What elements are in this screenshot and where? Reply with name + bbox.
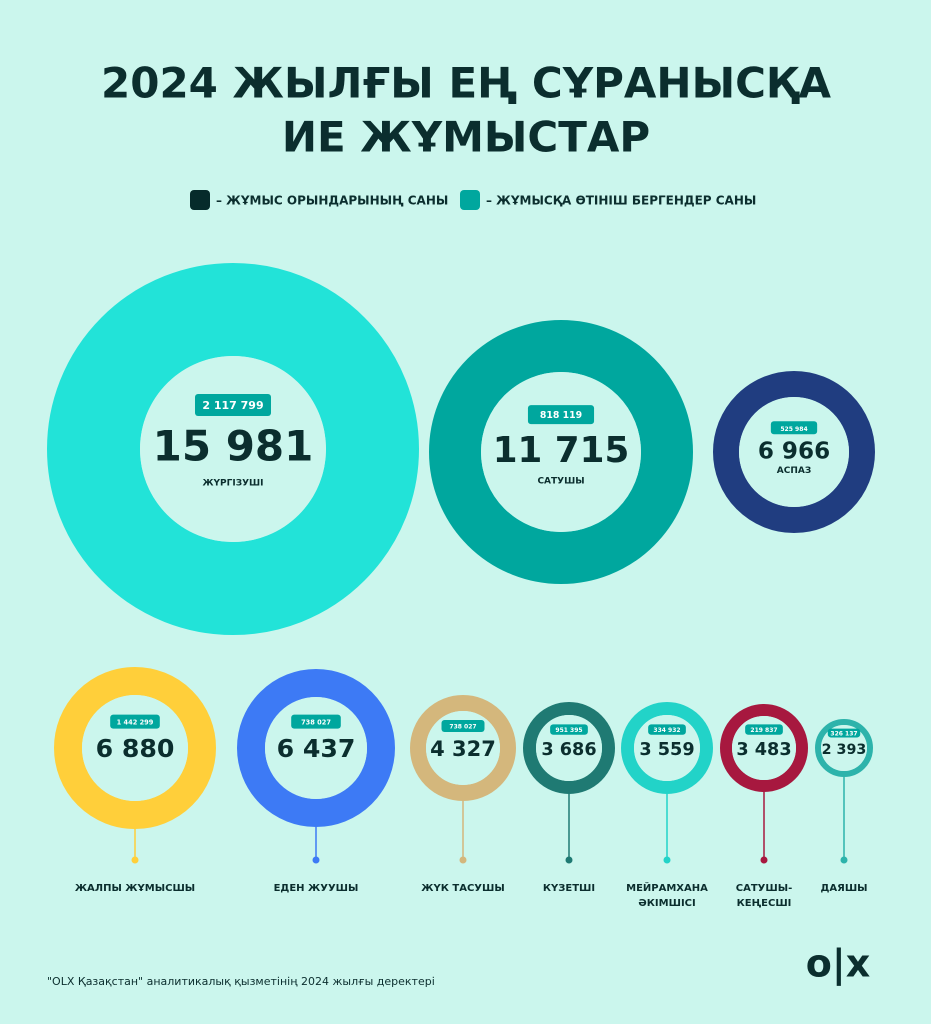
job-label: САТУШЫ- bbox=[736, 883, 792, 894]
job-label: ЕДЕН ЖУУШЫ bbox=[274, 883, 359, 894]
legend-swatch bbox=[460, 190, 480, 210]
applicants-count: 334 932 bbox=[653, 727, 680, 734]
jobs-count: 4 327 bbox=[430, 737, 496, 761]
ring bbox=[410, 695, 516, 801]
jobs-count: 2 393 bbox=[822, 742, 867, 758]
applicants-badge bbox=[648, 724, 686, 735]
job-label: ЖҮК ТАСУШЫ bbox=[421, 883, 504, 894]
stem-dot bbox=[663, 856, 671, 864]
jobs-count: 6 966 bbox=[758, 439, 830, 465]
applicants-badge bbox=[291, 714, 341, 729]
title-line: 2024 ЖЫЛҒЫ ЕҢ СҰРАНЫСҚА bbox=[101, 59, 831, 108]
ring bbox=[621, 702, 713, 794]
applicants-badge bbox=[550, 724, 588, 735]
job-label: ӘКІМШІСІ bbox=[638, 898, 695, 909]
stem-dot bbox=[840, 856, 848, 864]
jobs-count: 6 880 bbox=[96, 734, 175, 763]
ring-center bbox=[82, 695, 188, 801]
applicants-count: 525 984 bbox=[780, 426, 807, 433]
applicants-count: 2 117 799 bbox=[202, 399, 263, 412]
job-label: МЕЙРАМХАНА bbox=[626, 881, 708, 894]
job-label: ЖАЛПЫ ЖҰМЫСШЫ bbox=[75, 883, 195, 894]
ring-center bbox=[481, 372, 641, 532]
applicants-count: 219 837 bbox=[750, 727, 777, 734]
ring-center bbox=[739, 397, 849, 507]
applicants-badge bbox=[745, 724, 783, 735]
applicants-count: 326 137 bbox=[830, 731, 857, 738]
applicants-badge bbox=[527, 405, 595, 425]
jobs-count: 11 715 bbox=[493, 430, 630, 471]
jobs-count: 6 437 bbox=[277, 734, 356, 763]
jobs-count: 15 981 bbox=[153, 422, 314, 471]
job-label: КЕҢЕСШІ bbox=[737, 898, 792, 909]
jobs-count: 3 686 bbox=[541, 740, 596, 760]
legend-label: – ЖҰМЫСҚА ӨТІНІШ БЕРГЕНДЕР САНЫ bbox=[486, 194, 756, 208]
ring bbox=[54, 667, 216, 829]
applicants-badge bbox=[110, 714, 160, 729]
job-label: АСПАЗ bbox=[777, 466, 811, 476]
ring bbox=[429, 320, 693, 584]
applicants-count: 951 395 bbox=[555, 727, 582, 734]
ring bbox=[720, 704, 808, 792]
source-note: "OLX Қазақстан" аналитикалық қызметінің … bbox=[47, 975, 435, 988]
applicants-count: 1 442 299 bbox=[117, 719, 154, 727]
ring bbox=[713, 371, 875, 533]
ring bbox=[237, 669, 395, 827]
job-label: ЖҮРГІЗУШІ bbox=[202, 479, 263, 489]
stem-dot bbox=[131, 856, 139, 864]
stem-dot bbox=[565, 856, 573, 864]
logo: o|x bbox=[806, 942, 871, 987]
applicants-badge bbox=[441, 720, 485, 732]
ring bbox=[523, 702, 615, 794]
jobs-count: 3 483 bbox=[736, 740, 791, 760]
applicants-badge bbox=[770, 421, 818, 435]
applicants-badge bbox=[827, 728, 861, 738]
stem-dot bbox=[312, 856, 320, 864]
ring-center bbox=[265, 697, 367, 799]
legend-label: – ЖҰМЫС ОРЫНДАРЫНЫҢ САНЫ bbox=[216, 194, 448, 208]
ring bbox=[815, 719, 873, 777]
stem-dot bbox=[459, 856, 467, 864]
job-label: ДАЯШЫ bbox=[820, 883, 867, 894]
applicants-count: 738 027 bbox=[301, 719, 331, 727]
ring-center bbox=[140, 356, 326, 542]
ring bbox=[47, 263, 419, 635]
applicants-badge bbox=[195, 394, 271, 416]
job-label: САТУШЫ bbox=[537, 476, 584, 486]
applicants-count: 738 027 bbox=[449, 724, 476, 731]
title-line: ИЕ ЖҰМЫСТАР bbox=[282, 113, 650, 162]
legend-swatch bbox=[190, 190, 210, 210]
stem-dot bbox=[760, 856, 768, 864]
job-label: КҮЗЕТШІ bbox=[543, 883, 595, 894]
jobs-count: 3 559 bbox=[639, 740, 694, 760]
applicants-count: 818 119 bbox=[540, 410, 582, 421]
